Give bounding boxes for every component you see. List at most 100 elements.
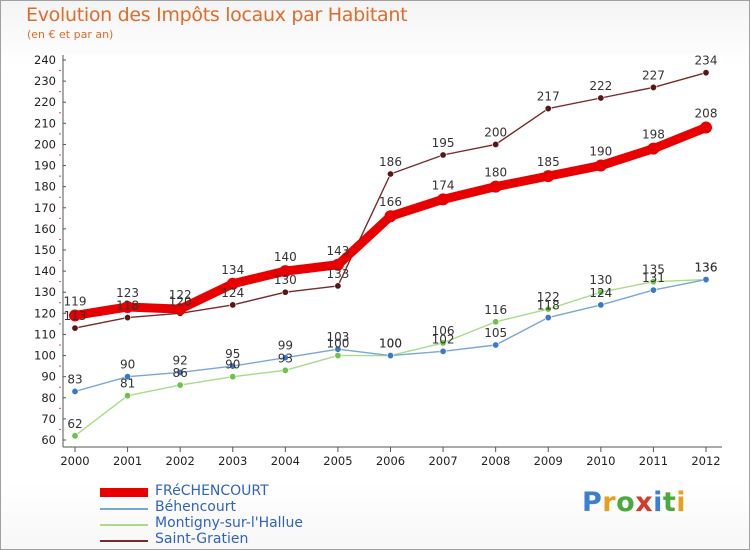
data-label: 116	[484, 303, 507, 317]
data-label: 217	[537, 90, 560, 104]
data-point	[439, 347, 447, 355]
x-tick-label: 2010	[586, 454, 615, 468]
y-tick-label: 230	[34, 74, 56, 88]
data-label: 143	[326, 244, 349, 258]
data-label: 166	[379, 195, 402, 209]
x-tick-label: 2011	[639, 454, 668, 468]
y-tick-label: 90	[41, 370, 56, 384]
data-label: 136	[695, 261, 718, 275]
data-label: 102	[432, 332, 455, 346]
data-point	[649, 83, 657, 91]
data-point	[702, 276, 710, 284]
data-label: 106	[432, 324, 455, 338]
data-label: 140	[274, 250, 297, 264]
data-point	[124, 392, 132, 400]
logo-letter: i	[653, 487, 663, 518]
x-tick-label: 2008	[481, 454, 510, 468]
data-point	[334, 282, 342, 290]
data-point	[439, 151, 447, 159]
legend-swatch	[100, 524, 148, 526]
data-label: 200	[484, 125, 507, 139]
x-tick-label: 2003	[218, 454, 247, 468]
data-point	[439, 339, 447, 347]
data-label: 86	[173, 366, 188, 380]
data-point	[700, 121, 712, 134]
data-point	[229, 373, 237, 381]
x-tick-label: 2012	[691, 454, 720, 468]
x-tick-label: 2001	[113, 454, 142, 468]
data-label: 118	[116, 299, 139, 313]
legend-swatch	[100, 508, 148, 510]
data-label: 133	[326, 267, 349, 281]
y-tick-label: 190	[34, 159, 56, 173]
logo-letter: i	[676, 487, 687, 518]
data-label: 134	[221, 263, 244, 277]
data-point	[71, 432, 79, 440]
data-point	[437, 193, 450, 206]
y-tick-label: 120	[34, 306, 56, 320]
proxiti-logo: Proxiti	[582, 487, 686, 518]
x-tick-label: 2005	[323, 454, 352, 468]
data-point	[649, 278, 657, 286]
data-label: 198	[642, 128, 665, 142]
data-label: 227	[642, 68, 665, 82]
x-tick-label: 2007	[428, 454, 457, 468]
y-tick-label: 110	[34, 327, 56, 341]
legend-swatch	[100, 488, 148, 497]
data-point	[71, 324, 79, 332]
data-label: 186	[379, 155, 402, 169]
data-label: 135	[642, 263, 665, 277]
data-label: 100	[326, 337, 349, 351]
y-tick-label: 220	[34, 95, 56, 109]
data-point	[281, 354, 289, 362]
x-tick-label: 2009	[534, 454, 563, 468]
data-point	[386, 170, 394, 178]
logo-letter: r	[602, 487, 617, 518]
x-tick-label: 2002	[166, 454, 195, 468]
legend-label: FRéCHENCOURT	[155, 483, 269, 499]
data-label: 195	[432, 136, 455, 150]
y-tick-label: 160	[34, 222, 56, 236]
legend-label: Béhencourt	[155, 499, 236, 515]
data-label: 90	[120, 358, 135, 372]
data-label: 130	[274, 273, 297, 287]
data-point	[492, 341, 500, 349]
data-label: 185	[537, 155, 560, 169]
data-point	[229, 301, 237, 309]
data-label: 124	[589, 286, 612, 300]
data-label: 120	[169, 294, 192, 308]
data-label: 92	[173, 353, 188, 367]
y-tick-label: 150	[34, 243, 56, 257]
logo-letter: t	[662, 487, 677, 518]
y-tick-label: 170	[34, 201, 56, 215]
chart-subtitle: (en € et par an)	[27, 28, 114, 41]
data-point	[331, 258, 344, 271]
data-label: 118	[537, 299, 560, 313]
data-point	[334, 345, 342, 353]
y-tick-label: 70	[41, 412, 56, 426]
y-tick-label: 200	[34, 137, 56, 151]
data-point	[544, 105, 552, 113]
data-label: 119	[64, 294, 87, 308]
data-point	[121, 301, 134, 313]
data-point	[702, 69, 710, 77]
data-label: 122	[537, 290, 560, 304]
y-tick-label: 180	[34, 180, 56, 194]
data-label: 122	[169, 288, 192, 302]
data-label: 208	[695, 107, 718, 121]
data-label: 123	[116, 286, 139, 300]
data-point	[492, 318, 500, 326]
data-label: 99	[278, 339, 293, 353]
y-tick-label: 60	[41, 433, 56, 447]
data-label: 81	[120, 377, 135, 391]
logo-letter: o	[616, 487, 636, 518]
data-label: 234	[695, 54, 718, 68]
legend-label: Montigny-sur-l'Hallue	[155, 515, 303, 531]
y-tick-label: 140	[34, 264, 56, 278]
data-point	[279, 265, 292, 278]
data-label: 174	[432, 178, 455, 192]
logo-letter: x	[635, 487, 654, 518]
x-tick-label: 2004	[271, 454, 300, 468]
legend-label: Saint-Gratien	[155, 531, 249, 547]
y-tick-label: 240	[34, 53, 56, 67]
